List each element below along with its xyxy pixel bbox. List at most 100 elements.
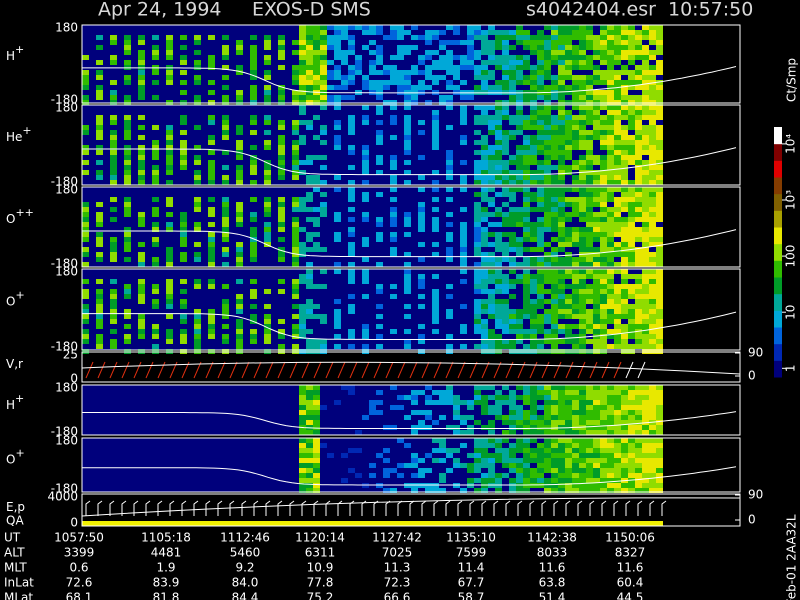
spectrogram-cell bbox=[523, 453, 530, 458]
spectrogram-cell bbox=[320, 40, 327, 45]
spectrogram-cell bbox=[593, 90, 600, 95]
qa-step bbox=[373, 500, 379, 516]
spectrogram-cell bbox=[397, 405, 404, 410]
spectrogram-cell bbox=[502, 35, 509, 40]
spectrogram-cell bbox=[334, 145, 341, 150]
spectrogram-cell bbox=[488, 85, 495, 90]
spectrogram-cell bbox=[642, 289, 649, 294]
spectrogram-cell bbox=[250, 145, 257, 150]
spectrogram-cell bbox=[544, 197, 551, 202]
spectrogram-cell bbox=[621, 483, 628, 488]
spectrogram-cell bbox=[320, 443, 327, 448]
spectrogram-cell bbox=[292, 227, 299, 232]
spectrogram-cell bbox=[313, 339, 320, 344]
spectrogram-cell bbox=[523, 145, 530, 150]
spectrogram-cell bbox=[299, 105, 306, 110]
spectrogram-cell bbox=[586, 232, 593, 237]
spectrogram-cell bbox=[600, 30, 607, 35]
qa-step bbox=[277, 500, 283, 516]
spectrogram-cell bbox=[656, 160, 663, 165]
spectrogram-cell bbox=[551, 420, 558, 425]
spectrogram-cell bbox=[152, 329, 159, 334]
spectrogram-cell bbox=[278, 55, 285, 60]
spectrogram-cell bbox=[313, 385, 320, 390]
spectrogram-cell bbox=[474, 207, 481, 212]
spectrogram-cell bbox=[635, 125, 642, 130]
spectrogram-cell bbox=[432, 458, 439, 463]
spectrogram-cell bbox=[558, 257, 565, 262]
spectrogram-cell bbox=[299, 395, 306, 400]
spectrogram-cell bbox=[572, 438, 579, 443]
spectrogram-cell bbox=[537, 187, 544, 192]
spectrogram-cell bbox=[432, 115, 439, 120]
spectrogram-cell bbox=[474, 175, 481, 180]
spectrogram-cell bbox=[495, 242, 502, 247]
spectrogram-cell bbox=[593, 192, 600, 197]
spectrogram-cell bbox=[110, 339, 117, 344]
spectrogram-cell bbox=[621, 395, 628, 400]
spectrogram-cell bbox=[628, 468, 635, 473]
spectrogram-cell bbox=[138, 150, 145, 155]
spectrogram-cell bbox=[586, 425, 593, 430]
spectrogram-cell bbox=[313, 232, 320, 237]
spectrogram-cell bbox=[502, 187, 509, 192]
spectrogram-cell bbox=[460, 187, 467, 192]
spectrogram-cell bbox=[236, 125, 243, 130]
spectrogram-cell bbox=[208, 160, 215, 165]
spectrogram-cell bbox=[299, 202, 306, 207]
spectrogram-cell bbox=[530, 95, 537, 100]
spectrogram-cell bbox=[502, 438, 509, 443]
spectrogram-cell bbox=[348, 35, 355, 40]
spectrogram-cell bbox=[446, 197, 453, 202]
spectrogram-cell bbox=[565, 430, 572, 435]
spectrogram-cell bbox=[166, 284, 173, 289]
spectrogram-cell bbox=[544, 319, 551, 324]
spectrogram-cell bbox=[502, 420, 509, 425]
cell: 11.6 bbox=[617, 561, 644, 575]
spectrogram-cell bbox=[537, 247, 544, 252]
spectrogram-cell bbox=[348, 165, 355, 170]
spectrogram-cell bbox=[509, 232, 516, 237]
spectrogram-cell bbox=[369, 463, 376, 468]
spectrogram-cell bbox=[453, 463, 460, 468]
spectrogram-cell bbox=[180, 140, 187, 145]
spectrogram-cell bbox=[152, 299, 159, 304]
spectrogram-cell bbox=[551, 130, 558, 135]
qa-step bbox=[169, 500, 175, 516]
spectrogram-cell bbox=[558, 55, 565, 60]
spectrogram-cell bbox=[635, 202, 642, 207]
spectrogram-cell bbox=[180, 329, 187, 334]
spectrogram-cell bbox=[306, 192, 313, 197]
spectrogram-cell bbox=[194, 222, 201, 227]
spectrogram-cell bbox=[495, 80, 502, 85]
panel: O+180-180 bbox=[6, 434, 741, 496]
spectrogram-cell bbox=[586, 420, 593, 425]
spectrogram-cell bbox=[621, 30, 628, 35]
spectrogram-cell bbox=[404, 339, 411, 344]
spectrogram-cell bbox=[558, 329, 565, 334]
spectrogram-cell bbox=[509, 80, 516, 85]
spectrogram-cell bbox=[586, 180, 593, 185]
spectrogram-cell bbox=[474, 170, 481, 175]
spectrogram-cell bbox=[586, 257, 593, 262]
spectrogram-cell bbox=[628, 262, 635, 267]
spectrogram-cell bbox=[558, 130, 565, 135]
spectrogram-cell bbox=[264, 180, 271, 185]
spectrogram-cell bbox=[565, 400, 572, 405]
spectrogram-cell bbox=[250, 170, 257, 175]
spectrogram-cell bbox=[558, 197, 565, 202]
spectrogram-cell bbox=[621, 334, 628, 339]
spectrogram-cell bbox=[264, 304, 271, 309]
spectrogram-cell bbox=[439, 60, 446, 65]
spectrogram-cell bbox=[222, 284, 229, 289]
spectrogram-cell bbox=[656, 192, 663, 197]
spectrogram-cell bbox=[502, 463, 509, 468]
spectrogram-cell bbox=[565, 304, 572, 309]
spectrogram-cell bbox=[502, 115, 509, 120]
trace-line bbox=[82, 311, 737, 340]
spectrogram-cell bbox=[656, 269, 663, 274]
velocity-tick bbox=[637, 361, 646, 379]
spectrogram-cell bbox=[82, 247, 89, 252]
spectrogram-cell bbox=[348, 468, 355, 473]
spectrogram-cell bbox=[523, 187, 530, 192]
